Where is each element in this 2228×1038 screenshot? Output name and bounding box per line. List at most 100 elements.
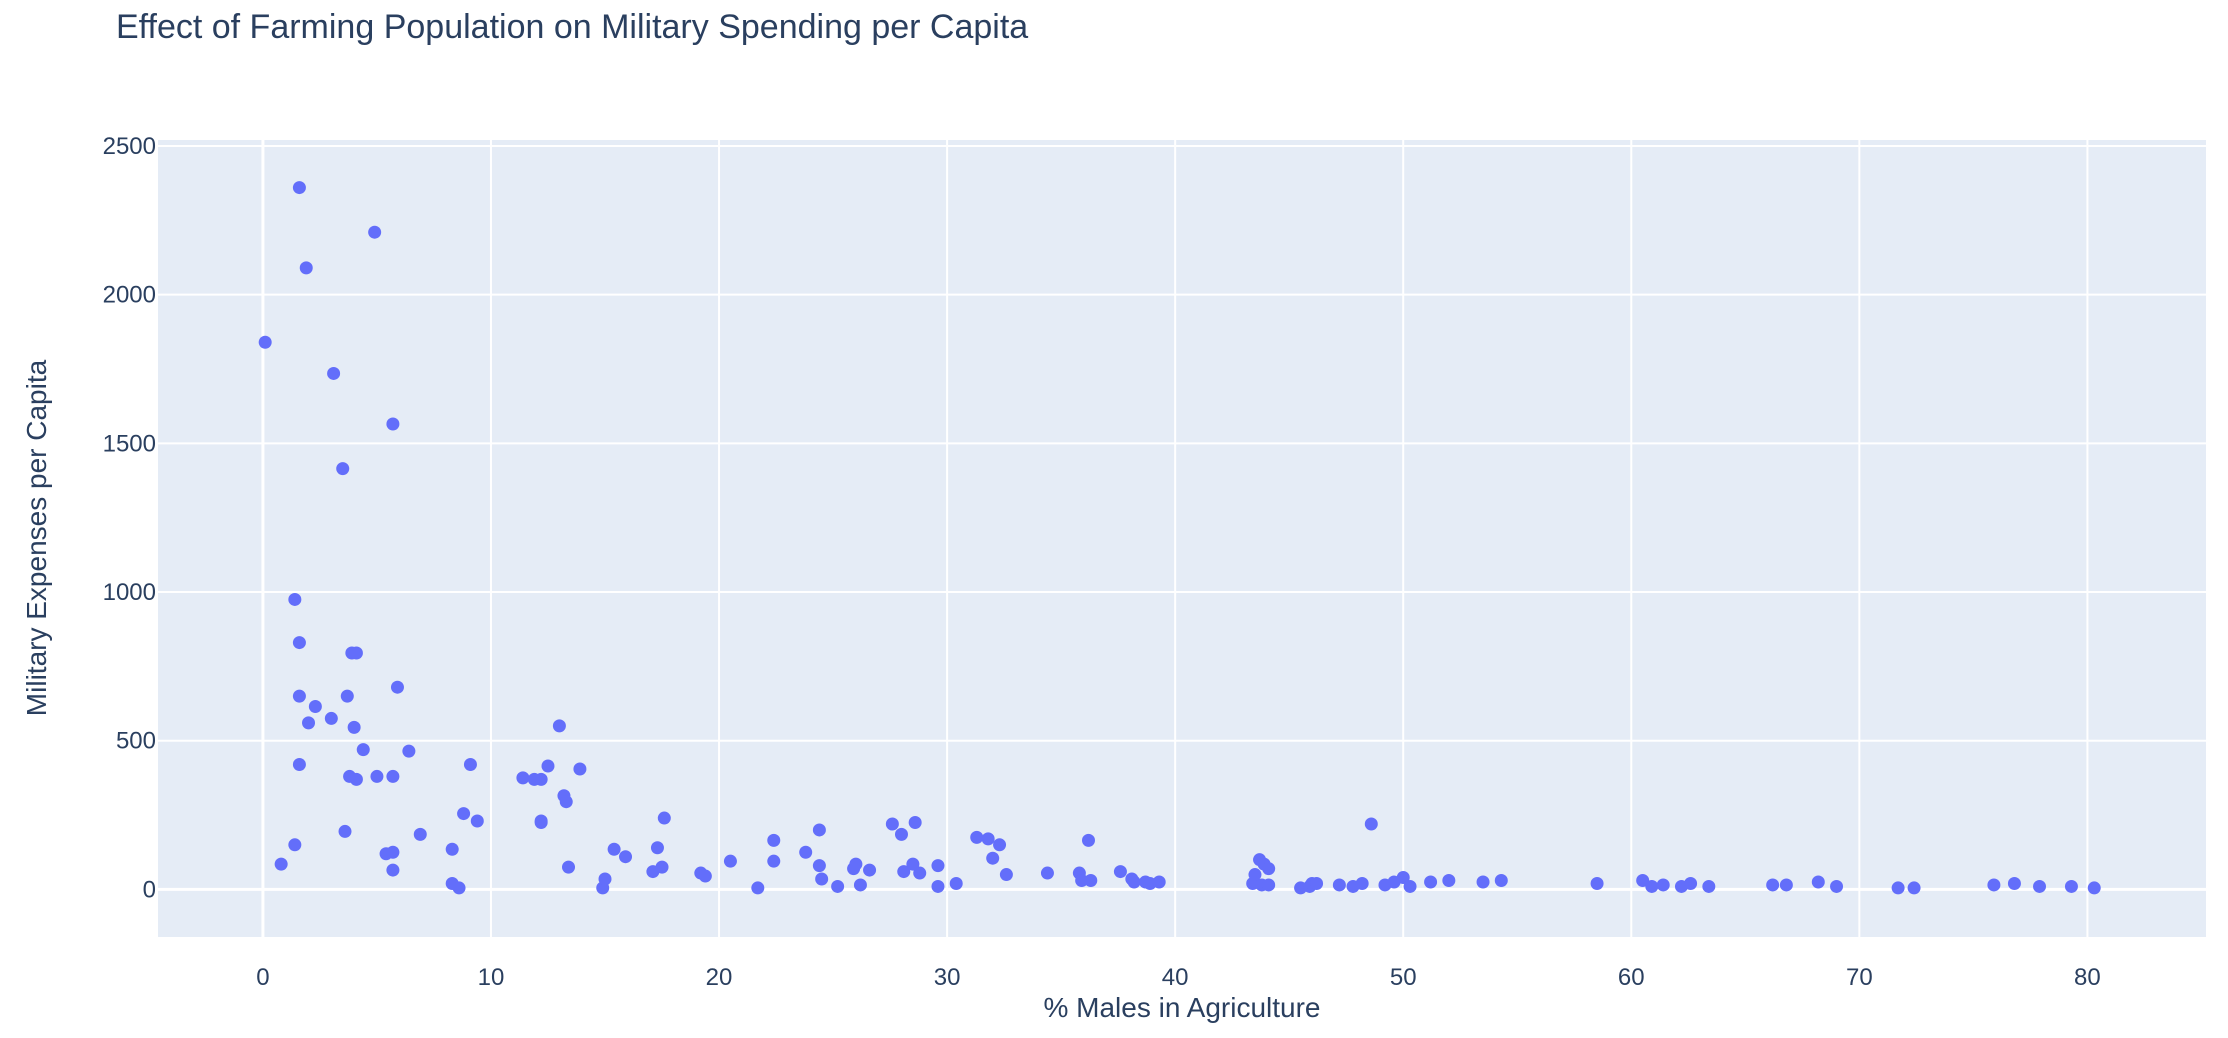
- data-point: [1907, 881, 1921, 895]
- data-point: [650, 841, 664, 855]
- data-point: [413, 827, 427, 841]
- data-point: [619, 850, 633, 864]
- data-point: [1396, 871, 1410, 885]
- data-point: [913, 866, 927, 880]
- y-tick-label: 0: [143, 876, 156, 903]
- y-axis-ticks: 0 500 1000 1500 2000 2500: [103, 133, 156, 903]
- data-point: [1891, 881, 1905, 895]
- data-point: [931, 879, 945, 893]
- data-point: [1040, 866, 1054, 880]
- data-point: [1656, 878, 1670, 892]
- data-point: [894, 827, 908, 841]
- data-point: [1310, 876, 1324, 890]
- data-point: [723, 854, 737, 868]
- data-point: [2033, 879, 2047, 893]
- data-point: [349, 772, 363, 786]
- data-point: [1262, 862, 1276, 876]
- data-point: [390, 680, 404, 694]
- plot-area: [158, 140, 2206, 937]
- data-point: [292, 181, 306, 195]
- data-point: [1332, 878, 1346, 892]
- data-point: [1127, 875, 1141, 889]
- data-point: [1830, 879, 1844, 893]
- data-point: [356, 743, 370, 757]
- data-point: [324, 711, 338, 725]
- x-axis-ticks: 0 10 20 30 40 50 60 70 80: [256, 964, 2101, 991]
- data-point: [516, 771, 530, 785]
- data-point: [1248, 868, 1262, 882]
- x-tick-label: 70: [1846, 964, 1873, 991]
- data-point: [657, 811, 671, 825]
- data-point: [299, 261, 313, 275]
- y-axis-title: Military Expenses per Capita: [21, 359, 52, 716]
- data-point: [655, 860, 669, 874]
- data-points: [258, 181, 2101, 895]
- data-point: [288, 592, 302, 606]
- chart-title: Effect of Farming Population on Military…: [116, 8, 1028, 46]
- data-point: [386, 863, 400, 877]
- data-point: [534, 772, 548, 786]
- y-tick-label: 1000: [103, 579, 156, 606]
- data-point: [288, 838, 302, 852]
- data-point: [1442, 873, 1456, 887]
- y-tick-label: 1500: [103, 430, 156, 457]
- data-point: [347, 720, 361, 734]
- data-point: [452, 881, 466, 895]
- data-point: [1779, 878, 1793, 892]
- data-point: [897, 865, 911, 879]
- data-point: [1081, 833, 1095, 847]
- data-point: [402, 744, 416, 758]
- data-point: [598, 872, 612, 886]
- data-point: [698, 869, 712, 883]
- x-tick-label: 50: [1390, 964, 1417, 991]
- data-point: [573, 762, 587, 776]
- data-point: [534, 816, 548, 830]
- data-point: [908, 816, 922, 830]
- data-point: [2087, 881, 2101, 895]
- data-point: [368, 225, 382, 239]
- data-point: [906, 857, 920, 871]
- data-point: [1262, 878, 1276, 892]
- data-point: [445, 842, 459, 856]
- gridlines: [158, 140, 2206, 937]
- data-point: [386, 845, 400, 859]
- data-point: [1702, 879, 1716, 893]
- data-point: [767, 833, 781, 847]
- x-tick-label: 30: [934, 964, 961, 991]
- x-tick-label: 60: [1618, 964, 1645, 991]
- x-tick-label: 20: [706, 964, 733, 991]
- data-point: [292, 636, 306, 650]
- data-point: [552, 719, 566, 733]
- data-point: [812, 823, 826, 837]
- data-point: [2007, 876, 2021, 890]
- data-point: [1113, 865, 1127, 879]
- data-point: [949, 876, 963, 890]
- data-point: [1476, 875, 1490, 889]
- data-point: [1075, 873, 1089, 887]
- data-point: [767, 854, 781, 868]
- data-point: [336, 462, 350, 476]
- data-point: [470, 814, 484, 828]
- data-point: [815, 872, 829, 886]
- data-point: [2064, 879, 2078, 893]
- data-point: [970, 830, 984, 844]
- data-point: [1152, 875, 1166, 889]
- data-point: [1403, 879, 1417, 893]
- x-tick-label: 40: [1162, 964, 1189, 991]
- data-point: [457, 807, 471, 821]
- data-point: [340, 689, 354, 703]
- data-point: [981, 832, 995, 846]
- data-point: [812, 859, 826, 873]
- data-point: [831, 879, 845, 893]
- x-tick-label: 10: [478, 964, 505, 991]
- data-point: [338, 824, 352, 838]
- data-point: [853, 878, 867, 892]
- data-point: [258, 335, 272, 349]
- data-point: [1364, 817, 1378, 831]
- data-point: [1684, 876, 1698, 890]
- data-point: [349, 646, 363, 660]
- data-point: [559, 795, 573, 809]
- data-point: [751, 881, 765, 895]
- data-point: [986, 851, 1000, 865]
